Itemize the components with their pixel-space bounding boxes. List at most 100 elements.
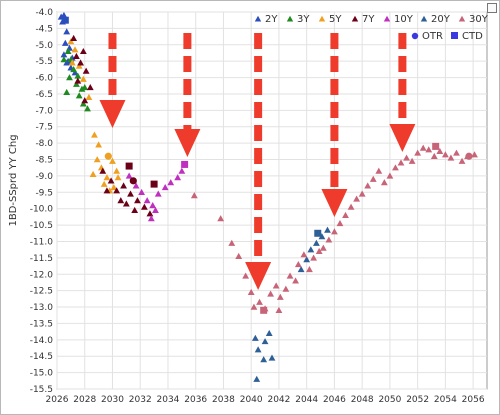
x-tick-label: 2040 <box>240 395 263 405</box>
x-tick-label: 2052 <box>406 395 429 405</box>
legend-marker-3y <box>286 15 294 22</box>
data-point-20y <box>312 239 320 246</box>
data-point-5y <box>113 167 121 174</box>
ctd-point <box>260 306 268 314</box>
data-point-10y <box>149 202 157 209</box>
data-point-10y <box>125 172 133 179</box>
data-point-10y <box>161 183 169 191</box>
data-point-30y <box>267 290 275 297</box>
legend-label-ctd: CTD <box>462 31 483 42</box>
data-point-3y <box>70 65 78 73</box>
data-point-30y <box>414 149 422 156</box>
data-point-3y <box>60 56 68 63</box>
legend-marker-20y <box>420 15 428 22</box>
legend-label-20y: 20Y <box>431 14 451 25</box>
data-point-30y <box>419 144 427 151</box>
data-point-5y <box>95 141 103 148</box>
y-tick-label: -15.5 <box>30 385 53 395</box>
data-point-10y <box>143 197 151 204</box>
arrow-head <box>174 129 201 157</box>
x-tick-label: 2032 <box>129 395 152 405</box>
ctd-point <box>150 180 158 188</box>
data-point-30y <box>375 167 383 174</box>
ctd-point <box>61 16 69 24</box>
data-point-5y <box>67 38 75 45</box>
x-tick-label: 2038 <box>212 395 235 405</box>
data-point-10y <box>154 190 162 197</box>
y-tick-label: -14.5 <box>30 352 53 362</box>
x-tick-label: 2034 <box>157 395 180 405</box>
y-tick-label: -8.5 <box>35 156 53 166</box>
data-point-30y <box>441 151 449 158</box>
data-point-10y <box>174 174 182 181</box>
x-tick-label: 2028 <box>73 395 96 405</box>
data-point-30y <box>380 179 388 186</box>
legend: 2Y 3Y 5Y 7Y 10Y 20Y 30Y OTR CTD <box>254 14 489 42</box>
data-point-5y <box>109 157 116 164</box>
data-point-10y <box>167 179 175 186</box>
data-point-30y <box>386 172 394 179</box>
legend-label-5y: 5Y <box>329 14 342 25</box>
data-point-5y <box>71 46 79 53</box>
resize-icon[interactable] <box>487 3 497 13</box>
data-point-20y <box>307 246 315 253</box>
data-point-30y <box>228 239 236 246</box>
data-point-30y <box>235 252 243 259</box>
axes-layer: -4.0 -4.5 -5.0 -5.5 -6.0 -6.5 -7.0 -7.5 -8.0 -8.5… <box>8 8 485 405</box>
data-point-30y <box>292 277 299 284</box>
data-point-7y <box>131 206 139 214</box>
data-point-5y <box>91 131 98 138</box>
data-point-7y <box>77 59 84 66</box>
data-point-7y <box>82 67 90 74</box>
data-point-3y <box>74 72 82 79</box>
data-point-10y <box>152 206 159 214</box>
y-tick-label: -4.0 <box>35 8 53 18</box>
data-point-5y <box>93 156 101 163</box>
x-tick-label: 2048 <box>351 395 374 405</box>
y-tick-label: -13.0 <box>30 303 54 313</box>
data-point-7y <box>140 203 148 210</box>
data-point-30y <box>369 175 377 182</box>
data-point-5y <box>85 93 93 100</box>
x-tick-label: 2036 <box>184 395 207 405</box>
x-tick-label: 2056 <box>462 395 485 405</box>
y-tick-label: -11.0 <box>30 237 54 247</box>
data-point-30y <box>453 149 460 156</box>
data-point-30y <box>294 261 302 268</box>
data-point-5y <box>114 174 122 181</box>
legend-marker-5y <box>318 15 326 22</box>
data-point-7y <box>146 210 154 217</box>
data-point-20y <box>297 265 305 273</box>
data-point-30y <box>458 157 466 164</box>
data-point-30y <box>256 298 263 305</box>
y-tick-label: -6.5 <box>35 90 53 100</box>
y-axis-label: 1BD-SSprd YY Chg <box>8 134 19 226</box>
data-point-30y <box>336 220 344 227</box>
data-point-7y <box>79 47 87 55</box>
data-point-10y <box>138 188 146 196</box>
data-point-7y <box>99 167 107 174</box>
y-tick-label: -7.0 <box>35 106 53 116</box>
data-point-5y <box>75 62 83 69</box>
y-tick-label: -7.5 <box>35 123 53 133</box>
data-point-3y <box>66 74 73 81</box>
data-point-7y <box>117 197 125 204</box>
ctd-point <box>432 142 440 150</box>
data-point-30y <box>408 157 416 164</box>
data-point-2y <box>60 51 68 58</box>
x-tick-label: 2026 <box>46 395 69 405</box>
y-tick-label: -14.0 <box>30 336 54 346</box>
data-point-5y <box>68 59 76 66</box>
legend-label-otr: OTR <box>422 31 443 42</box>
data-point-30y <box>276 293 284 300</box>
otr-point <box>129 177 137 185</box>
data-point-5y <box>100 180 108 187</box>
data-point-30y <box>430 152 438 159</box>
data-point-5y <box>103 174 111 181</box>
data-point-30y <box>282 285 290 292</box>
otr-point <box>104 152 112 160</box>
data-point-2y <box>71 69 79 76</box>
y-tick-label: -10.5 <box>30 221 53 231</box>
data-point-7y <box>127 190 134 197</box>
data-point-7y <box>107 177 115 184</box>
